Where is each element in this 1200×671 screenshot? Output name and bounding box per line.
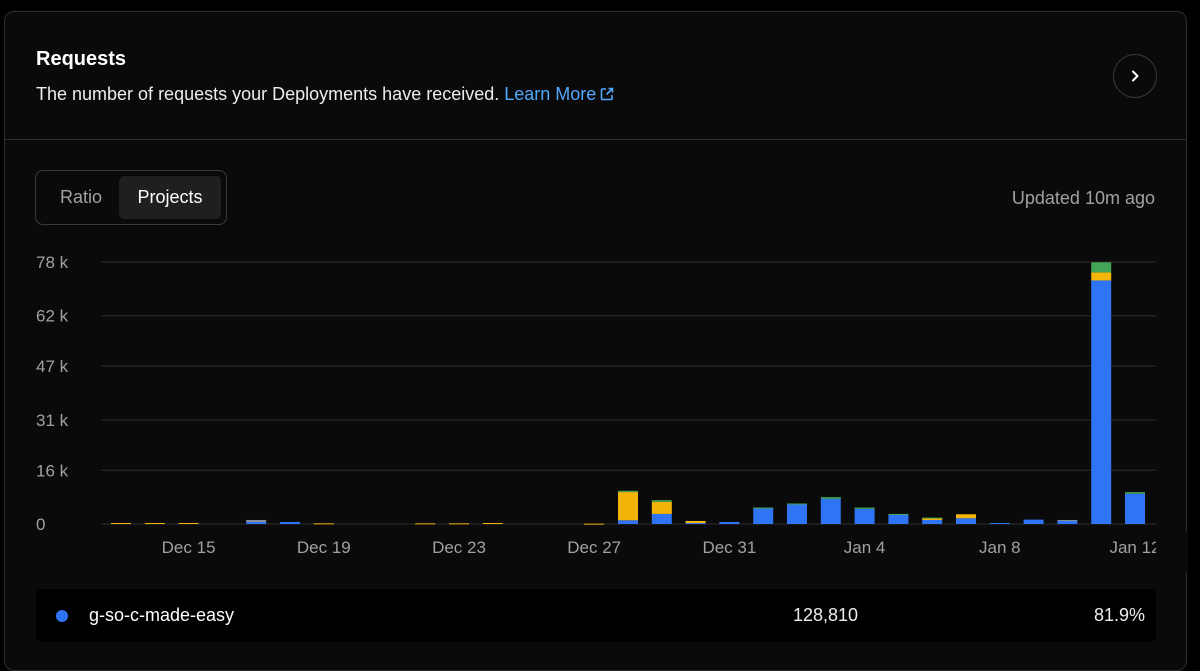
bar-segment-blue[interactable] <box>246 521 267 524</box>
bar-segment-blue[interactable] <box>989 522 1010 524</box>
bar-segment-blue[interactable] <box>753 508 774 524</box>
requests-card: Requests The number of requests your Dep… <box>4 11 1188 671</box>
bar-segment-blue[interactable] <box>1023 519 1044 524</box>
bar-segment-blue[interactable] <box>787 504 807 524</box>
axis-edge-mask <box>1156 532 1188 572</box>
bar-segment-blue[interactable] <box>1125 493 1145 524</box>
bar-segment-yellow[interactable] <box>178 522 199 524</box>
legend-color-dot <box>56 610 68 622</box>
card-description: The number of requests your Deployments … <box>36 84 614 105</box>
bar-segment-yellow[interactable] <box>482 522 503 524</box>
bar-segment-gray[interactable] <box>1057 519 1078 521</box>
bar-segment-yellow[interactable] <box>584 523 605 525</box>
x-tick-label: Dec 23 <box>432 538 486 557</box>
view-toggle: Ratio Projects <box>35 170 227 225</box>
y-tick-label: 78 k <box>36 253 69 272</box>
bar-segment-green[interactable] <box>1091 262 1112 273</box>
x-tick-label: Dec 19 <box>297 538 351 557</box>
bar-segment-yellow[interactable] <box>956 514 976 519</box>
bar-segment-gray[interactable] <box>246 519 267 522</box>
y-tick-label: 16 k <box>36 461 69 480</box>
card-header: Requests The number of requests your Dep… <box>5 12 1186 140</box>
y-tick-label: 31 k <box>36 411 69 430</box>
card-title: Requests <box>36 48 127 70</box>
chevron-right-icon <box>1132 70 1139 82</box>
x-tick-label: Jan 8 <box>979 538 1021 557</box>
bar-segment-green[interactable] <box>1125 492 1145 494</box>
bar-segment-green[interactable] <box>854 507 875 509</box>
bar-segment-yellow[interactable] <box>651 501 672 514</box>
bar-segment-yellow[interactable] <box>618 492 638 521</box>
bar-segment-blue[interactable] <box>1091 280 1112 524</box>
x-tick-label: Jan 12 <box>1109 538 1160 557</box>
bar-segment-blue[interactable] <box>888 514 909 524</box>
y-tick-label: 0 <box>36 515 45 534</box>
requests-chart: 0 16 k 31 k 47 k 62 k 78 k Dec 15 Dec 19 Dec 23 D… <box>36 253 1188 572</box>
bar-segment-yellow[interactable] <box>111 522 131 524</box>
bar-segment-yellow[interactable] <box>313 523 334 525</box>
bar-segment-green[interactable] <box>820 497 841 499</box>
legend-row[interactable]: g-so-c-made-easy 128,810 81.9% <box>36 589 1156 642</box>
bar-segment-green[interactable] <box>922 517 943 519</box>
bar-segment-blue[interactable] <box>820 498 841 524</box>
next-button[interactable] <box>1113 54 1157 98</box>
y-tick-label: 62 k <box>36 307 69 326</box>
bar-segment-blue[interactable] <box>1057 520 1078 524</box>
bar-segment-blue[interactable] <box>719 521 740 524</box>
bar-segment-blue[interactable] <box>280 521 300 524</box>
bar-segment-blue[interactable] <box>618 520 638 524</box>
bar-segment-yellow[interactable] <box>144 522 165 524</box>
x-tick-label: Jan 4 <box>844 538 886 557</box>
toggle-projects[interactable]: Projects <box>119 176 221 219</box>
bar-segment-yellow[interactable] <box>1091 272 1112 281</box>
updated-timestamp: Updated 10m ago <box>1011 188 1155 208</box>
legend-percentage: 81.9% <box>1093 605 1145 625</box>
bar-segment-blue[interactable] <box>956 518 976 524</box>
bar-segment-green[interactable] <box>888 513 909 515</box>
bar-segment-green[interactable] <box>618 490 638 493</box>
bar-segment-blue[interactable] <box>651 513 672 524</box>
bar-segment-green[interactable] <box>753 507 774 509</box>
learn-more-label: Learn More <box>504 84 597 104</box>
bar-segment-yellow[interactable] <box>415 523 436 525</box>
external-link-icon <box>601 87 614 101</box>
toggle-ratio[interactable]: Ratio <box>59 187 103 207</box>
bar-segment-green[interactable] <box>651 500 672 502</box>
bar-segment-yellow[interactable] <box>685 520 706 523</box>
bar-segment-yellow[interactable] <box>449 523 469 525</box>
bar-segment-yellow[interactable] <box>922 518 943 520</box>
legend-request-count: 128,810 <box>793 605 859 625</box>
x-tick-label: Dec 15 <box>162 538 216 557</box>
description-text: The number of requests your Deployments … <box>36 84 500 104</box>
bar-segment-blue[interactable] <box>854 508 875 524</box>
learn-more-link[interactable]: Learn More <box>504 84 614 104</box>
legend-project-name: g-so-c-made-easy <box>89 605 235 625</box>
bar-segment-blue[interactable] <box>922 519 943 524</box>
bar-segment-blue[interactable] <box>685 522 706 524</box>
y-tick-label: 47 k <box>36 357 69 376</box>
x-tick-label: Dec 31 <box>702 538 756 557</box>
bar-segment-green[interactable] <box>787 503 807 505</box>
x-tick-label: Dec 27 <box>567 538 621 557</box>
